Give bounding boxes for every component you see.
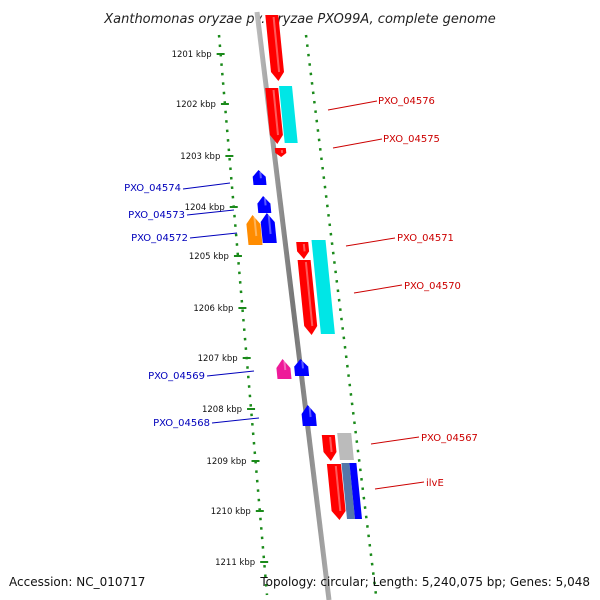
label-leader-line [353, 284, 403, 294]
gene-label-forward[interactable]: PXO_04576 [378, 96, 435, 107]
kbp-tick-label: 1201 kbp [172, 50, 212, 60]
gene-label-reverse[interactable]: PXO_04572 [131, 233, 188, 244]
gene-label-reverse[interactable]: PXO_04568 [153, 418, 210, 429]
kbp-tick-label: 1211 kbp [215, 558, 255, 568]
cds-ilve[interactable] [326, 464, 346, 520]
map-title: Xanthomonas oryzae pv. oryzae PXO99A, co… [103, 12, 496, 27]
kbp-tick-label: 1209 kbp [206, 457, 246, 467]
gene-label-forward[interactable]: PXO_04570 [404, 281, 461, 292]
label-leader-line [345, 237, 396, 247]
cds-pxo04571[interactable] [296, 242, 310, 259]
label-leader-line [206, 370, 255, 377]
label-leader-line [182, 182, 231, 190]
cds-pxo04573[interactable] [257, 196, 272, 213]
gene-labels: PXO_04576 PXO_04575 PXO_04571 PXO_04570 PXO_… [124, 96, 478, 490]
gene-features [246, 15, 362, 520]
kbp-tick-label: 1202 kbp [176, 100, 216, 110]
label-leader-line [332, 138, 383, 149]
kbp-tick-label: 1210 kbp [211, 507, 251, 517]
cds-pxo04576-cyan[interactable] [279, 86, 298, 143]
label-leader-line [370, 436, 420, 445]
cds-pxo04568[interactable] [301, 405, 317, 426]
label-leader-line [211, 417, 260, 424]
cds-pxo04570-cyan[interactable] [311, 240, 335, 334]
cds-pxo04569[interactable] [276, 359, 292, 379]
cds-ilve-steel[interactable] [341, 463, 355, 519]
kbp-tick-label: 1206 kbp [193, 304, 233, 314]
cds-forward-upper[interactable] [265, 15, 284, 81]
kbp-tick-label: 1208 kbp [202, 405, 242, 415]
label-leader-line [374, 481, 425, 490]
cds-pxo04572[interactable] [246, 215, 263, 245]
cds-pxo04574[interactable] [252, 170, 267, 185]
cds-pxo04572-blue[interactable] [260, 213, 277, 243]
cds-pxo04567[interactable] [321, 435, 337, 461]
gene-label-forward[interactable]: ilvE [426, 478, 444, 489]
label-leader-line [327, 100, 378, 111]
cds-pxo04569-blue[interactable] [294, 359, 310, 376]
gene-label-reverse[interactable]: PXO_04574 [124, 183, 181, 194]
kbp-tick-label: 1207 kbp [198, 354, 238, 364]
kbp-tick-label: 1205 kbp [189, 252, 229, 262]
kbp-tick-label: 1203 kbp [180, 152, 220, 162]
gene-label-reverse[interactable]: PXO_04573 [128, 210, 185, 221]
gene-label-forward[interactable]: PXO_04567 [421, 433, 478, 444]
cds-pxo04570[interactable] [297, 260, 318, 335]
gene-label-forward[interactable]: PXO_04575 [383, 134, 440, 145]
kbp-tick-label: 1204 kbp [185, 203, 225, 213]
cds-pxo04576[interactable] [265, 88, 283, 144]
cds-pxo04575[interactable] [274, 148, 287, 157]
cds-ilve-blue[interactable] [349, 463, 362, 519]
cds-pxo04567-gray[interactable] [337, 433, 354, 460]
gene-label-reverse[interactable]: PXO_04569 [148, 371, 205, 382]
gene-label-forward[interactable]: PXO_04571 [397, 233, 454, 244]
kbp-ticks: 1201 kbp 1202 kbp 1203 kbp 1204 kbp 1205 kbp… [172, 50, 269, 568]
label-leader-line [189, 232, 238, 239]
label-leader-line [186, 209, 235, 216]
accession: Accession: NC_010717 [9, 575, 145, 589]
genome-summary: Topology: circular; Length: 5,240,075 bp… [259, 575, 590, 589]
